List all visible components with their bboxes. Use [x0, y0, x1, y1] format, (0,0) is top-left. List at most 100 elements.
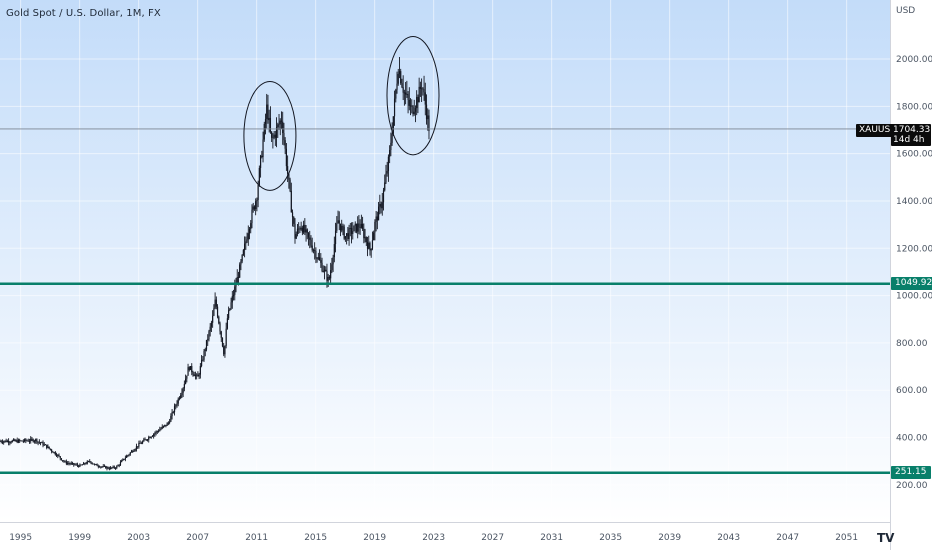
candle-body	[64, 461, 66, 463]
candle-body	[15, 440, 17, 442]
y-tick-label: 200.00	[896, 481, 928, 491]
candle-body	[277, 124, 279, 128]
candle-body	[69, 463, 71, 465]
candle-body	[357, 223, 359, 232]
candle-body	[397, 73, 399, 84]
candle-body	[301, 227, 303, 233]
candle-body	[418, 86, 420, 103]
candle-body	[73, 463, 75, 465]
candle-body	[76, 464, 79, 466]
candle-body	[119, 462, 122, 465]
candle-body	[401, 83, 403, 88]
x-tick-label: 2015	[304, 533, 327, 543]
y-tick-label: 800.00	[896, 339, 928, 349]
candle-body	[59, 456, 61, 459]
last-price-value: 1704.33	[893, 125, 931, 135]
candle-body	[130, 451, 133, 453]
candle-body	[106, 467, 108, 469]
candle-body	[107, 467, 109, 469]
candle-body	[255, 201, 257, 210]
candle-body	[365, 237, 367, 243]
candle-body	[68, 463, 70, 464]
annotations	[243, 36, 440, 191]
candle-body	[411, 105, 413, 107]
x-tick-label: 2039	[658, 533, 681, 543]
candle-body	[285, 148, 287, 167]
candle-body	[259, 155, 262, 168]
candle-body	[303, 224, 305, 233]
candle-body	[269, 117, 272, 132]
candle-body	[358, 223, 360, 228]
highlight-ellipse[interactable]	[243, 80, 297, 191]
candle-body	[390, 142, 392, 151]
candle-body	[246, 239, 248, 242]
candle-body	[165, 424, 167, 426]
candle-body	[287, 166, 289, 174]
y-tick-label: 2000.00	[896, 55, 932, 65]
candle-body	[407, 94, 409, 100]
candle-body	[154, 433, 156, 435]
candle-body	[421, 88, 423, 90]
candle-body	[412, 106, 414, 115]
candle-body	[330, 270, 332, 279]
x-tick-label: 1995	[9, 533, 32, 543]
candle-body	[288, 173, 290, 180]
candle-body	[178, 398, 181, 399]
time-axis[interactable]: 1995 1999 2003 2007 2011 2015 2019 2023 2027 2031…	[9, 533, 858, 543]
candle-body	[3, 441, 5, 443]
candle-body	[212, 315, 214, 323]
candle-body	[244, 243, 246, 251]
y-tick-label: 600.00	[896, 386, 928, 396]
candle-body	[261, 155, 263, 158]
candle-body	[111, 467, 113, 469]
candle-body	[262, 139, 264, 158]
candle-body	[160, 428, 162, 430]
candle-body	[306, 229, 308, 233]
y-tick-label: 1000.00	[896, 292, 932, 302]
x-tick-label: 2007	[186, 533, 209, 543]
candle-body	[203, 350, 205, 360]
candle-body	[80, 464, 82, 466]
candle-body	[103, 466, 106, 467]
candle-body	[220, 331, 222, 338]
candle-body	[62, 460, 64, 461]
x-tick-label: 2011	[245, 533, 268, 543]
candle-body	[317, 257, 319, 259]
highlight-ellipse[interactable]	[386, 36, 440, 156]
candle-body	[96, 464, 98, 467]
candle-body	[333, 244, 335, 258]
candle-body	[48, 446, 50, 449]
candle-body	[23, 439, 26, 442]
x-tick-label: 1999	[68, 533, 91, 543]
candle-body	[183, 383, 185, 389]
candle-body	[146, 439, 149, 441]
candle-body	[392, 116, 394, 134]
candle-body	[326, 271, 328, 281]
candle-body	[263, 123, 265, 140]
candle-body	[166, 423, 168, 426]
y-tick-label: 400.00	[896, 434, 928, 444]
candle-body	[95, 464, 97, 465]
candle-body	[344, 236, 346, 239]
candle-body	[182, 388, 184, 393]
candle-body	[298, 228, 300, 230]
candle-body	[5, 440, 7, 442]
candle-body	[196, 374, 198, 376]
x-tick-label: 2047	[776, 533, 799, 543]
y-tick-label: 1600.00	[896, 150, 932, 160]
candle-body	[375, 216, 377, 222]
price-axis[interactable]: 200.00 400.00 600.00 800.00 1000.00 1200.00 14…	[896, 55, 932, 491]
candle-body	[112, 466, 114, 468]
candle-body	[85, 463, 87, 465]
candle-body	[215, 299, 217, 307]
candle-body	[118, 464, 120, 466]
candle-body	[290, 190, 292, 213]
candle-body	[398, 71, 401, 74]
tradingview-logo[interactable]: TV	[877, 531, 895, 545]
candle-body	[197, 374, 199, 377]
candle-body	[86, 461, 88, 464]
candle-body	[322, 271, 324, 272]
last-price-tag: 1704.33 14d 4h	[891, 124, 931, 146]
